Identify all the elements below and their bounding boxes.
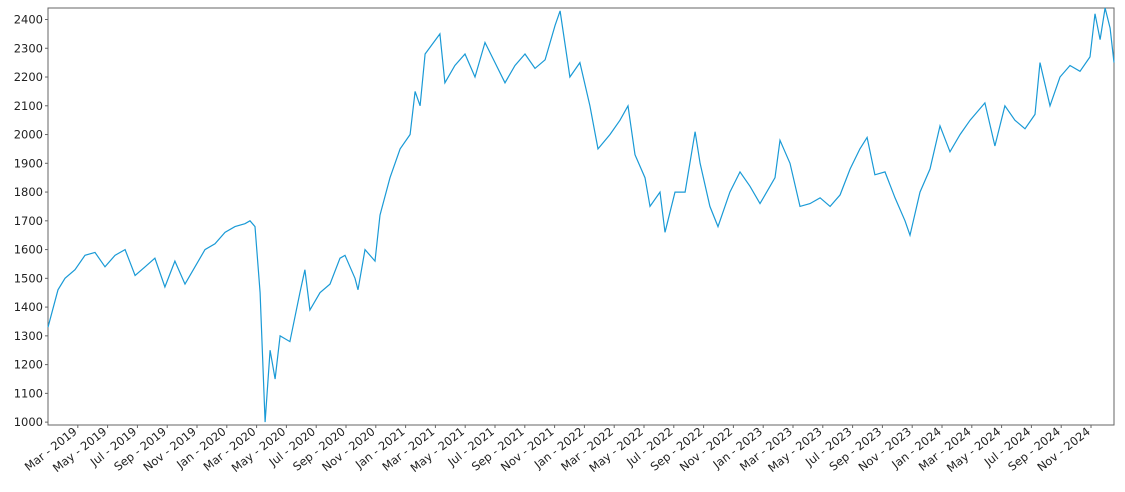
y-tick-label: 1400 — [14, 300, 43, 314]
y-tick-label: 1900 — [14, 156, 43, 170]
y-tick-label: 2100 — [14, 99, 43, 113]
y-tick-label: 1700 — [14, 214, 43, 228]
y-tick-label: 1100 — [14, 386, 43, 400]
y-tick-label: 1000 — [14, 415, 43, 429]
y-tick-label: 2300 — [14, 41, 43, 55]
line — [47, 7, 1115, 423]
y-tick-label: 1500 — [14, 271, 43, 285]
y-tick-label: 2000 — [14, 128, 43, 142]
y-tick-label: 1600 — [14, 243, 43, 257]
plot-frame — [47, 7, 1115, 426]
y-tick-label: 1800 — [14, 185, 43, 199]
y-tick-label: 1300 — [14, 329, 43, 343]
y-tick-label: 2400 — [14, 13, 43, 27]
y-tick-label: 2200 — [14, 70, 43, 84]
y-tick-label: 1200 — [14, 358, 43, 372]
